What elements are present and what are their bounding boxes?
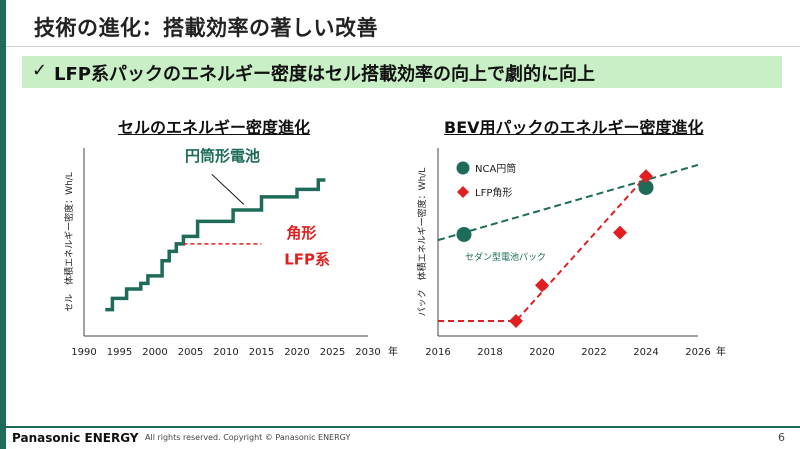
copyright-text: All rights reserved. Copyright © Panason… [145,433,351,442]
cell-x-tick-label: 2020 [284,347,309,358]
lfp-annotation-line1: 角形 [286,224,316,242]
pack-x-tick-label: 2024 [633,347,658,358]
legend-lfp-label: LFP角形 [475,187,512,199]
lfp-data-point [535,278,549,293]
nca-data-point [638,179,654,195]
title-divider [6,46,800,47]
pack-x-tick-label: 2018 [477,347,502,358]
pack-x-tick-label: 2020 [529,347,554,358]
slide-title: 技術の進化：搭載効率の著しい改善 [34,16,378,40]
cell-x-tick-label: 2025 [320,347,345,358]
cylindrical-step-line [105,178,326,312]
brand-logo: Panasonic ENERGY [12,431,139,445]
lfp-trend-line [438,175,647,322]
nca-trend-line [437,163,699,242]
cell-x-tick-label: 2030 [355,347,380,358]
sedan-pack-annotation: セダン型電池パック [465,251,546,263]
cell-x-tick-label: 2005 [178,347,203,358]
lfp-data-point [509,313,523,328]
legend-nca-label: NCA円筒 [475,162,516,175]
lfp-data-point [639,169,653,184]
lfp-data-point [613,225,627,240]
pack-chart-title: BEV用パックのエネルギー密度進化 [444,118,704,137]
page-number: 6 [778,431,785,444]
cell-x-unit: 年 [388,345,398,358]
key-message-banner: ✓ LFP系パックのエネルギー密度はセル搭載効率の向上で劇的に向上 [22,56,782,88]
nca-data-point [456,226,472,242]
cell-x-tick-label: 2015 [249,347,274,358]
cell-x-tick-label: 1990 [71,347,96,358]
pack-x-tick-label: 2016 [425,347,450,358]
pack-x-unit: 年 [716,345,726,358]
legend-nca-marker [456,161,470,175]
cylindrical-leader-line [211,173,245,205]
cell-x-tick-label: 1995 [107,347,132,358]
left-accent-bar [0,0,6,449]
lfp-annotation-line2: LFP系 [284,251,330,269]
cell-x-tick-label: 2010 [213,347,238,358]
footer-divider [0,426,800,428]
key-message-text: LFP系パックのエネルギー密度はセル搭載効率の向上で劇的に向上 [54,64,595,85]
pack-x-tick-label: 2022 [581,347,606,358]
legend-lfp-marker [457,186,469,198]
pack-y-axis-label: パック 体積エネルギー密度：Wh/L [416,168,428,317]
pack-x-tick-label: 2026 [685,347,710,358]
cylindrical-annotation: 円筒形電池 [185,147,260,165]
cell-chart-title: セルのエネルギー密度進化 [118,118,311,137]
cell-x-tick-label: 2000 [142,347,167,358]
cell-y-axis-label: セル 体積エネルギー密度：Wh/L [63,172,75,312]
check-icon: ✓ [32,60,48,81]
